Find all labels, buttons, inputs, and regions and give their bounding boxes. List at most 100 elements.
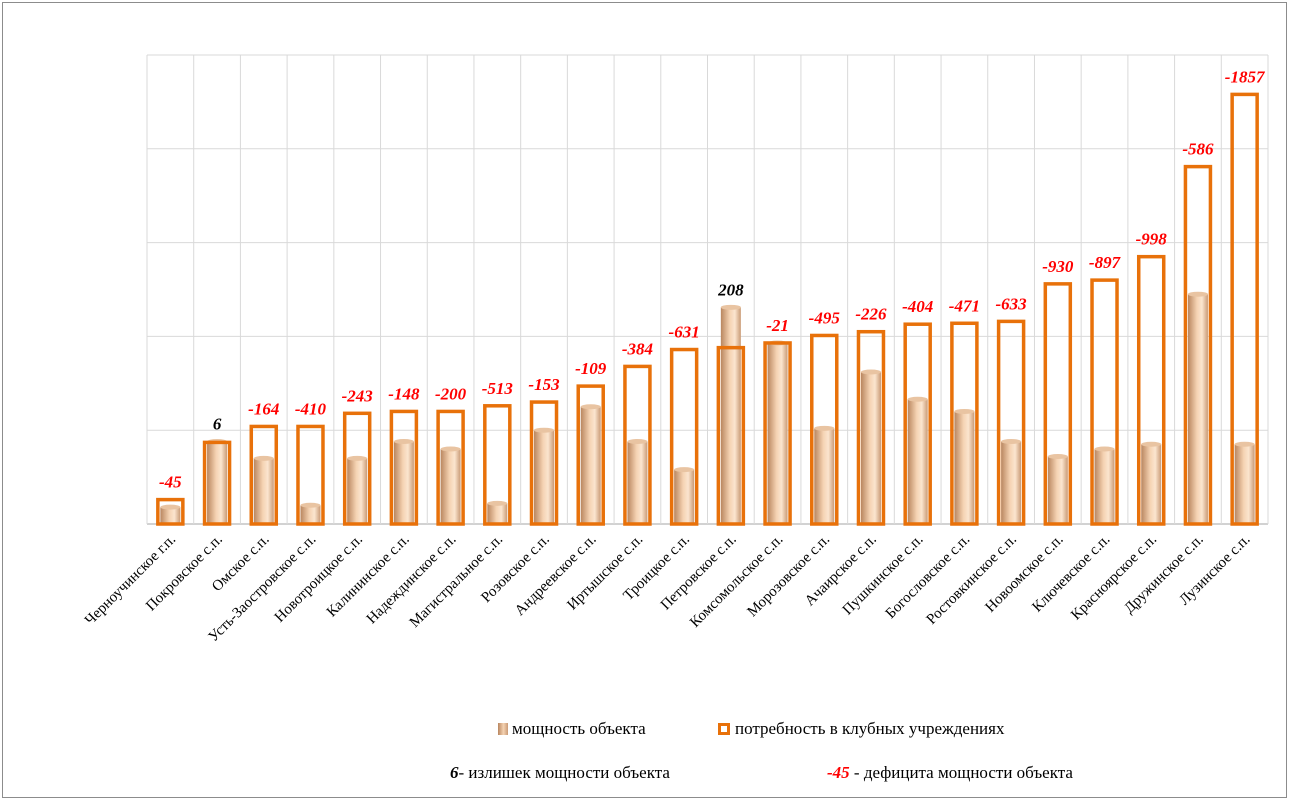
capacity-bar-top [487, 500, 508, 506]
need-bar [1183, 164, 1213, 526]
need-bar [436, 409, 465, 526]
capacity-bar [347, 458, 368, 524]
data-label: -153 [528, 375, 560, 394]
need-bar [996, 319, 1026, 526]
capacity-bar-top [580, 404, 601, 410]
capacity-bar-top [674, 467, 695, 473]
note-surplus-number: 6 [450, 763, 459, 782]
capacity-bar [160, 507, 181, 524]
capacity-bar [954, 411, 975, 524]
need-swatch [718, 723, 730, 735]
need-bar [389, 409, 419, 526]
capacity-bar [860, 372, 881, 524]
need-bar [156, 497, 185, 526]
need-bar [296, 424, 325, 526]
capacity-bar-top [1001, 438, 1022, 444]
data-label: -410 [295, 399, 327, 418]
capacity-bar-top [1141, 441, 1162, 447]
capacity-bar-top [160, 504, 181, 510]
data-label: -513 [482, 379, 514, 398]
capacity-bar [580, 406, 601, 524]
data-label: -384 [622, 339, 653, 358]
data-label: -404 [902, 297, 933, 316]
need-bar [1230, 92, 1259, 526]
category-label: Надеждинское с.п. [364, 532, 460, 628]
note-deficit: -45 - дефицита мощности объекта [827, 763, 1073, 783]
capacity-bar-top [860, 369, 881, 375]
need-bar [763, 341, 792, 526]
category-label: Андреевское с.п. [512, 532, 600, 620]
data-label: -45 [159, 473, 182, 492]
need-bar [576, 384, 605, 526]
capacity-bar [1187, 294, 1208, 524]
capacity-bar [300, 505, 321, 524]
legend-need: потребность в клубных учреждениях [718, 719, 1004, 739]
capacity-bar-top [300, 502, 321, 508]
capacity-bar-top [814, 425, 835, 431]
capacity-bar [814, 428, 835, 524]
need-bar [529, 400, 559, 526]
capacity-bar [1141, 444, 1162, 524]
data-label: -998 [1136, 230, 1168, 249]
need-bar [202, 440, 232, 526]
need-bar [1090, 278, 1119, 526]
need-bar [856, 329, 886, 526]
capacity-bar-top [1094, 446, 1115, 452]
capacity-swatch [498, 723, 508, 735]
data-label: -200 [435, 384, 467, 403]
data-label: -471 [949, 296, 980, 315]
category-label: Черноучинское г.п. [82, 532, 179, 629]
data-label: -109 [575, 359, 607, 378]
data-label: -148 [388, 384, 420, 403]
note-surplus-text: - излишек мощности объекта [458, 763, 670, 782]
category-label: Дружинское с.п. [1121, 532, 1206, 617]
capacity-bar-top [1234, 441, 1255, 447]
need-bar [623, 364, 652, 526]
data-label: -897 [1089, 253, 1122, 272]
data-label: -631 [669, 323, 700, 342]
data-label: -164 [248, 399, 279, 418]
capacity-bar-top [954, 408, 975, 414]
capacity-bar-top [347, 455, 368, 461]
legend-need-label: потребность в клубных учреждениях [735, 719, 1005, 738]
capacity-bar-top [440, 446, 461, 452]
capacity-bar-top [907, 396, 928, 402]
need-bar [903, 322, 932, 526]
category-label: Калининское с.п. [324, 532, 413, 621]
need-bar [1136, 254, 1166, 526]
category-label: Богословское с.п. [883, 532, 973, 622]
capacity-bar [1234, 444, 1255, 524]
capacity-bar [674, 469, 695, 524]
capacity-bar [1001, 441, 1022, 524]
note-deficit-number: -45 [827, 763, 850, 782]
capacity-bar-top [253, 455, 274, 461]
capacity-bar [720, 307, 741, 524]
need-bar [483, 404, 512, 526]
need-bar [1043, 282, 1073, 526]
capacity-bar-top [1187, 291, 1208, 297]
capacity-bar-top [534, 427, 555, 433]
legend-capacity: мощность объекта [498, 719, 646, 739]
category-label: Ростовкинское с.п. [924, 532, 1020, 628]
capacity-bar [534, 430, 555, 524]
data-label: 6 [213, 414, 222, 433]
note-surplus: 6- излишек мощности объекта [450, 763, 670, 783]
data-label: -21 [766, 316, 789, 335]
need-bar [810, 333, 839, 526]
need-bar [669, 347, 699, 526]
data-label: -1857 [1225, 67, 1266, 86]
data-label: -930 [1042, 257, 1074, 276]
category-label: Новотроицкое с.п. [272, 532, 366, 626]
legend-capacity-label: мощность объекта [512, 719, 646, 738]
capacity-bar [440, 448, 461, 524]
capacity-bar-top [720, 304, 741, 310]
category-label: Красноярское с.п. [1068, 532, 1160, 624]
capacity-bar [627, 441, 648, 524]
data-label: -586 [1182, 140, 1214, 159]
data-label: -226 [855, 305, 887, 324]
data-label: -633 [996, 294, 1028, 313]
capacity-bar [253, 458, 274, 524]
data-label: -243 [342, 386, 374, 405]
